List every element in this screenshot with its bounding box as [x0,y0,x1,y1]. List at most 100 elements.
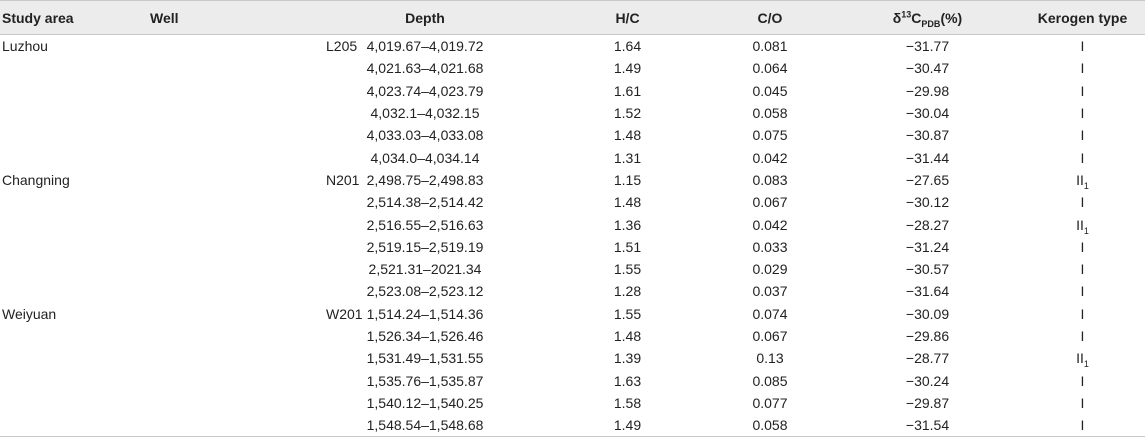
cell-delta13c: −30.04 [905,105,950,122]
cell-hc: 1.55 [613,261,642,278]
cell-depth: 4,021.63–4,021.68 [366,60,484,77]
cell-delta13c: −28.77 [905,350,950,367]
cell-hc: 1.31 [613,149,642,166]
cell-delta13c: −29.87 [905,394,950,411]
cell-well [150,414,300,438]
cell-study-area [0,369,150,391]
cell-hc: 1.63 [613,372,642,389]
cell-study-area: Changning [2,171,70,188]
cell-delta13c: −29.86 [905,328,950,344]
cell-co: 0.067 [752,328,788,344]
cell-kerogen-type: I [1080,105,1085,122]
cell-study-area [0,414,150,438]
cell-depth: 4,034.0–4,034.14 [370,149,480,166]
cell-depth: 2,523.08–2,523.12 [366,283,484,300]
cell-depth: 1,526.34–1,526.46 [366,328,484,344]
cell-delta13c: −31.77 [905,38,950,55]
cell-hc: 1.58 [613,394,642,411]
cell-study-area [0,325,150,347]
cell-kerogen-type: I [1080,305,1085,322]
header-kerogen-type: Kerogen type [1020,0,1145,35]
cell-well [150,325,300,347]
cell-well [150,280,300,302]
cell-study-area [0,236,150,258]
cell-delta13c: −31.64 [905,283,950,300]
cell-co: 0.033 [752,238,788,255]
cell-well [150,258,300,280]
cell-hc: 1.28 [613,283,642,300]
cell-well [150,124,300,146]
table-row: 4,033.03–4,033.08 1.48 0.075 −30.87 I [0,124,1145,146]
cell-hc: 1.49 [613,60,642,77]
cell-kerogen-type: I [1080,261,1085,278]
cell-kerogen-type: I [1080,194,1085,211]
table-row: 1,540.12–1,540.25 1.58 0.077 −29.87 I [0,392,1145,414]
cell-study-area [0,57,150,79]
cell-study-area: Luzhou [2,38,48,55]
cell-study-area [0,146,150,168]
cell-delta13c: −30.12 [905,194,950,211]
cell-depth: 4,033.03–4,033.08 [366,127,484,144]
cell-well: N201 [326,171,360,188]
cell-depth: 1,540.12–1,540.25 [366,394,484,411]
cell-well [150,102,300,124]
cell-delta13c: −30.24 [905,372,950,389]
cell-delta13c: −30.57 [905,261,950,278]
header-row: Study area Well Depth H/C C/O δ13CPDB(%)… [0,0,1145,35]
cell-study-area [0,392,150,414]
cell-hc: 1.61 [613,82,642,99]
cell-co: 0.083 [752,171,788,188]
cell-hc: 1.39 [613,350,642,367]
cell-well [150,213,300,235]
cell-kerogen-type: I [1080,82,1085,99]
cell-hc: 1.48 [613,127,642,144]
cell-delta13c: −31.54 [835,414,1020,438]
cell-study-area [0,258,150,280]
cell-well [150,80,300,102]
cell-depth: 2,519.15–2,519.19 [366,238,484,255]
table-row: Weiyuan W201 1,514.24–1,514.36 1.55 0.074 −30… [0,303,1145,325]
cell-kerogen-type: I [1080,238,1085,255]
cell-kerogen-type: II1 [1076,171,1089,191]
cell-delta13c: −30.09 [905,305,950,322]
cell-study-area [0,213,150,235]
cell-hc: 1.49 [550,414,705,438]
cell-co: 0.067 [752,194,788,211]
cell-co: 0.042 [752,216,788,233]
cell-kerogen-type: I [1080,60,1085,77]
cell-depth: 2,514.38–2,514.42 [366,194,484,211]
table-row: 1,526.34–1,526.46 1.48 0.067 −29.86 I [0,325,1145,347]
cell-co: 0.045 [752,82,788,99]
table-row: 1,535.76–1,535.87 1.63 0.085 −30.24 I [0,369,1145,391]
cell-co: 0.037 [752,283,788,300]
cell-kerogen-type: I [1080,328,1085,344]
cell-kerogen-type: II1 [1076,350,1089,370]
header-depth: Depth [300,0,550,35]
table-row: Changning N201 2,498.75–2,498.83 1.15 0.083 −… [0,169,1145,191]
cell-delta13c: −28.27 [905,216,950,233]
cell-delta13c: −31.24 [905,238,950,255]
cell-co: 0.074 [752,305,788,322]
cell-well [150,236,300,258]
cell-depth: 4,023.74–4,023.79 [366,82,484,99]
cell-depth: 1,548.54–1,548.68 [300,414,550,438]
cell-hc: 1.55 [613,305,642,322]
cell-depth: 4,032.1–4,032.15 [370,105,480,122]
cell-depth: 2,516.55–2,516.63 [366,216,484,233]
cell-delta13c: −31.44 [905,149,950,166]
cell-co: 0.075 [752,127,788,144]
cell-kerogen-type: I [1080,38,1085,55]
cell-depth: 1,514.24–1,514.36 [366,305,484,322]
cell-hc: 1.48 [613,328,642,344]
header-hc: H/C [550,0,705,35]
cell-hc: 1.64 [613,38,642,55]
cell-depth: 2,498.75–2,498.83 [366,171,484,188]
cell-well [150,392,300,414]
cell-co: 0.13 [756,350,784,367]
cell-kerogen-type: I [1080,394,1085,411]
cell-study-area [0,280,150,302]
table-row: 2,521.31–2021.34 1.55 0.029 −30.57 I [0,258,1145,280]
table-row: 4,032.1–4,032.15 1.52 0.058 −30.04 I [0,102,1145,124]
cell-delta13c: −27.65 [905,171,950,188]
